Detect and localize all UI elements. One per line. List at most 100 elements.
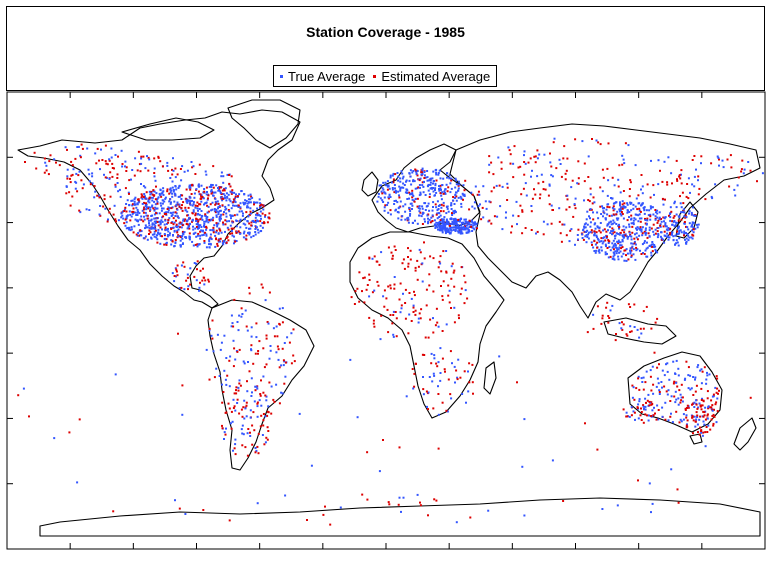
- true-average-station: [140, 162, 143, 165]
- estimated-average-station: [596, 246, 599, 249]
- true-average-station: [186, 273, 189, 276]
- estimated-average-station: [537, 182, 540, 185]
- true-average-station: [275, 351, 278, 354]
- true-average-station: [610, 214, 613, 217]
- true-average-station: [393, 200, 396, 202]
- true-average-station: [421, 169, 424, 172]
- estimated-average-station: [238, 412, 241, 415]
- true-average-station: [639, 228, 642, 231]
- true-average-station: [632, 219, 635, 222]
- true-average-station: [155, 236, 158, 239]
- true-average-station: [436, 212, 439, 215]
- estimated-average-station: [691, 403, 693, 406]
- true-average-station: [127, 227, 130, 229]
- true-average-station: [229, 200, 232, 203]
- true-average-station: [611, 197, 614, 200]
- estimated-average-station: [654, 412, 656, 415]
- estimated-average-station: [622, 408, 625, 411]
- true-average-station: [523, 514, 526, 517]
- true-average-station: [380, 251, 383, 254]
- estimated-average-station: [439, 210, 442, 213]
- true-average-station: [193, 192, 196, 195]
- true-average-station: [393, 184, 396, 186]
- true-average-station: [156, 232, 159, 235]
- true-average-station: [200, 194, 203, 197]
- true-average-station: [211, 201, 214, 204]
- true-average-station: [174, 267, 177, 270]
- true-average-station: [633, 240, 636, 243]
- estimated-average-station: [563, 145, 566, 148]
- estimated-average-station: [517, 215, 520, 218]
- true-average-station: [254, 233, 257, 236]
- estimated-average-station: [136, 198, 139, 201]
- true-average-station: [516, 223, 518, 226]
- estimated-average-station: [650, 415, 653, 417]
- true-average-station: [134, 203, 137, 206]
- true-average-station: [232, 398, 235, 401]
- estimated-average-station: [124, 206, 127, 209]
- true-average-station: [431, 209, 434, 212]
- estimated-average-station: [435, 499, 438, 502]
- true-average-station: [400, 218, 403, 221]
- estimated-average-station: [419, 317, 422, 320]
- estimated-average-station: [111, 167, 114, 169]
- estimated-average-station: [649, 196, 652, 199]
- true-average-station: [460, 202, 463, 205]
- true-average-station: [670, 468, 673, 471]
- true-average-station: [66, 168, 69, 171]
- estimated-average-station: [174, 211, 177, 214]
- true-average-station: [687, 234, 690, 237]
- estimated-average-station: [259, 220, 262, 223]
- estimated-average-station: [212, 226, 215, 229]
- true-average-station: [243, 193, 246, 196]
- estimated-average-station: [260, 283, 263, 286]
- true-average-station: [171, 186, 174, 189]
- estimated-average-station: [157, 224, 160, 227]
- true-average-station: [638, 336, 641, 339]
- true-average-station: [140, 183, 142, 185]
- true-average-station: [174, 499, 176, 502]
- estimated-average-station: [183, 219, 186, 222]
- estimated-average-station: [698, 187, 701, 190]
- true-average-station: [654, 218, 657, 221]
- true-average-station: [207, 205, 210, 208]
- estimated-average-station: [246, 380, 248, 383]
- true-average-station: [442, 222, 445, 225]
- true-average-station: [158, 192, 161, 195]
- true-average-station: [621, 154, 624, 157]
- estimated-average-station: [593, 230, 596, 233]
- true-average-station: [512, 162, 515, 165]
- true-average-station: [189, 200, 192, 203]
- true-average-station: [685, 216, 688, 219]
- true-average-station: [635, 197, 638, 200]
- estimated-average-station: [662, 225, 665, 228]
- true-average-station: [146, 238, 149, 241]
- legend-item-estimated-average: Estimated Average: [373, 69, 490, 84]
- true-average-station: [496, 215, 499, 218]
- estimated-average-station: [633, 303, 636, 306]
- true-average-station: [628, 415, 631, 418]
- estimated-average-station: [694, 420, 697, 423]
- true-average-station: [194, 227, 197, 230]
- true-average-station: [233, 191, 236, 194]
- true-average-station: [282, 364, 285, 367]
- true-average-station: [72, 168, 75, 171]
- estimated-average-station: [604, 239, 607, 242]
- true-average-station: [249, 227, 252, 230]
- true-average-station: [429, 183, 432, 186]
- true-average-station: [436, 209, 439, 212]
- estimated-average-station: [640, 407, 642, 410]
- true-average-station: [674, 390, 677, 393]
- true-average-station: [592, 211, 594, 214]
- estimated-average-station: [704, 431, 707, 434]
- true-average-station: [243, 362, 246, 365]
- true-average-station: [208, 185, 211, 188]
- true-average-station: [231, 214, 233, 217]
- true-average-station: [236, 402, 239, 404]
- estimated-average-station: [470, 225, 473, 228]
- true-average-station: [256, 415, 259, 418]
- estimated-average-station: [116, 173, 119, 176]
- true-average-station: [244, 309, 247, 312]
- true-average-station: [199, 237, 202, 240]
- true-average-station: [609, 249, 612, 252]
